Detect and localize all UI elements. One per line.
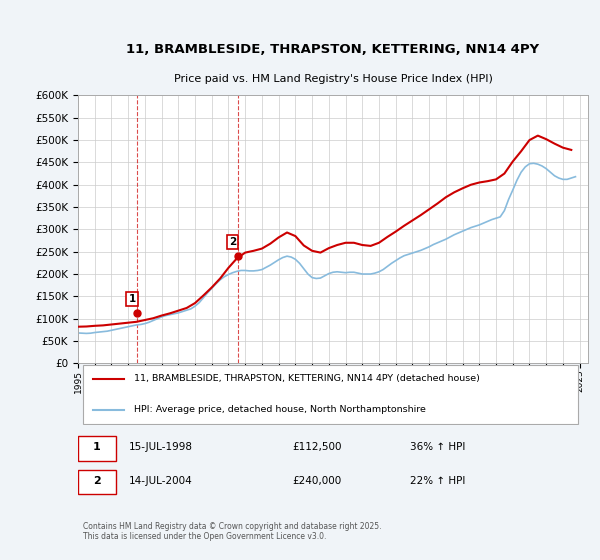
Text: £112,500: £112,500 [292, 442, 342, 452]
FancyBboxPatch shape [78, 470, 116, 494]
Text: 36% ↑ HPI: 36% ↑ HPI [409, 442, 465, 452]
FancyBboxPatch shape [78, 436, 116, 461]
FancyBboxPatch shape [83, 365, 578, 424]
Text: 2: 2 [229, 237, 236, 247]
Text: 2: 2 [93, 476, 101, 486]
Text: 1: 1 [128, 294, 136, 304]
Text: 11, BRAMBLESIDE, THRAPSTON, KETTERING, NN14 4PY (detached house): 11, BRAMBLESIDE, THRAPSTON, KETTERING, N… [134, 374, 480, 383]
Text: 11, BRAMBLESIDE, THRAPSTON, KETTERING, NN14 4PY: 11, BRAMBLESIDE, THRAPSTON, KETTERING, N… [127, 43, 539, 56]
Text: Contains HM Land Registry data © Crown copyright and database right 2025.
This d: Contains HM Land Registry data © Crown c… [83, 521, 382, 541]
Text: 14-JUL-2004: 14-JUL-2004 [129, 476, 193, 486]
Text: 15-JUL-1998: 15-JUL-1998 [129, 442, 193, 452]
Text: HPI: Average price, detached house, North Northamptonshire: HPI: Average price, detached house, Nort… [134, 405, 426, 414]
Text: £240,000: £240,000 [292, 476, 341, 486]
Text: 1: 1 [93, 442, 101, 452]
Text: Price paid vs. HM Land Registry's House Price Index (HPI): Price paid vs. HM Land Registry's House … [173, 74, 493, 84]
Text: 22% ↑ HPI: 22% ↑ HPI [409, 476, 465, 486]
